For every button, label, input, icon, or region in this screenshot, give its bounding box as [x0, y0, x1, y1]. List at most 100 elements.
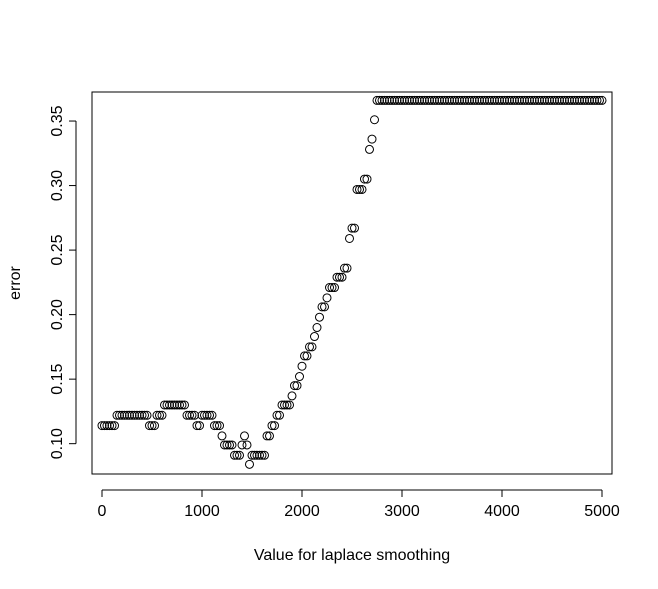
data-point: [147, 421, 157, 431]
data-point: [597, 95, 607, 105]
data-point: [152, 410, 162, 420]
data-point: [185, 410, 194, 420]
data-point: [315, 312, 324, 322]
data-point: [342, 263, 352, 273]
data-point: [332, 272, 342, 282]
data-points: [97, 95, 607, 469]
data-point: [230, 450, 239, 460]
data-point: [275, 410, 284, 420]
data-point: [270, 421, 279, 431]
data-point: [110, 421, 119, 431]
data-point: [297, 361, 307, 371]
data-point: [287, 391, 297, 401]
data-point: [207, 410, 217, 420]
data-point: [330, 283, 339, 293]
data-point: [212, 421, 222, 431]
data-point: [345, 233, 354, 243]
data-point: [325, 283, 334, 293]
y-axis: 0.10 0.15 0.20 0.25 0.30 0.35: [49, 105, 77, 459]
data-point: [105, 421, 114, 431]
data-point: [157, 410, 167, 420]
x-tick-label: 0: [98, 503, 107, 520]
data-point: [352, 184, 362, 194]
data-point: [265, 431, 274, 441]
data-point: [337, 272, 347, 282]
data-point: [290, 381, 299, 391]
y-tick-label: 0.35: [49, 105, 66, 136]
data-point: [255, 450, 264, 460]
data-point: [292, 381, 302, 391]
data-point: [240, 431, 249, 441]
data-point: [222, 440, 232, 450]
data-point: [370, 115, 379, 125]
data-point: [367, 134, 377, 144]
data-point: [357, 184, 367, 194]
data-point: [322, 293, 332, 303]
x-tick-label: 5000: [584, 503, 620, 520]
data-point: [302, 351, 312, 361]
data-point: [262, 431, 272, 441]
y-tick-label: 0.25: [49, 234, 66, 265]
data-point: [285, 400, 294, 410]
data-point: [107, 421, 117, 431]
data-point: [210, 421, 219, 431]
data-point: [312, 323, 322, 333]
data-point: [335, 272, 344, 282]
x-tick-label: 3000: [384, 503, 420, 520]
plot-frame: [91, 91, 613, 475]
data-point: [362, 174, 372, 184]
data-point: [150, 421, 159, 431]
data-point: [272, 410, 282, 420]
data-point: [365, 144, 374, 154]
data-point: [225, 440, 234, 450]
data-point: [282, 400, 292, 410]
data-point: [280, 400, 289, 410]
data-point: [260, 450, 269, 460]
x-axis-label: Value for laplace smoothing: [254, 547, 450, 564]
data-point: [195, 421, 204, 431]
x-tick-label: 1000: [184, 503, 220, 520]
data-point: [595, 95, 604, 105]
data-point: [192, 421, 202, 431]
data-point: [155, 410, 164, 420]
data-point: [355, 184, 364, 194]
data-point: [242, 440, 252, 450]
data-point: [237, 440, 247, 450]
data-point: [257, 450, 267, 460]
x-tick-label: 2000: [284, 503, 320, 520]
y-tick-label: 0.20: [49, 299, 66, 330]
data-point: [307, 342, 317, 352]
data-point: [217, 431, 227, 441]
data-point: [340, 263, 349, 273]
data-point: [310, 332, 319, 342]
data-point: [245, 459, 254, 469]
data-point: [215, 421, 224, 431]
data-point: [205, 410, 214, 420]
data-point: [145, 421, 154, 431]
data-point: [305, 342, 314, 352]
data-point: [267, 421, 277, 431]
data-point: [177, 400, 187, 410]
y-axis-label: error: [7, 265, 24, 299]
data-point: [317, 302, 327, 312]
data-point: [300, 351, 309, 361]
y-tick-label: 0.10: [49, 428, 66, 459]
data-point: [137, 410, 147, 420]
x-axis: 0 1000 2000 3000 4000 5000: [98, 489, 620, 520]
data-point: [180, 400, 189, 410]
data-point: [235, 450, 244, 460]
data-point: [142, 410, 152, 420]
data-point: [360, 174, 369, 184]
data-point: [350, 223, 359, 233]
data-point: [175, 400, 184, 410]
data-point: [227, 440, 237, 450]
data-point: [347, 223, 357, 233]
x-tick-label: 4000: [484, 503, 520, 520]
data-point: [592, 95, 602, 105]
data-point: [320, 302, 329, 312]
y-tick-label: 0.15: [49, 363, 66, 394]
y-tick-label: 0.30: [49, 170, 66, 201]
data-point: [295, 372, 304, 382]
data-point: [187, 410, 197, 420]
